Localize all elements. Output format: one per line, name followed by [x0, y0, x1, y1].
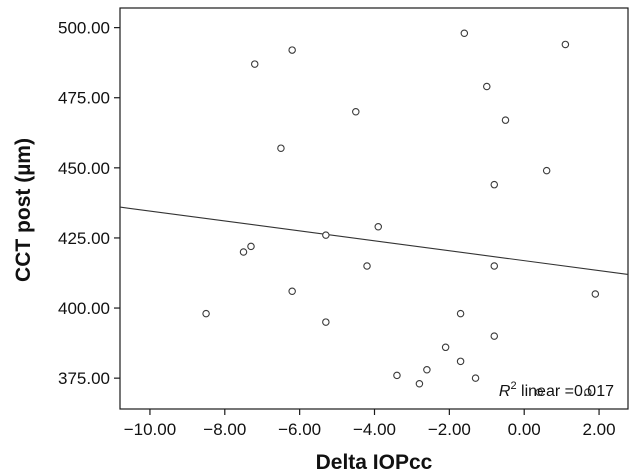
data-point — [483, 82, 491, 91]
data-point — [322, 318, 330, 326]
data-point — [239, 248, 248, 256]
data-point — [393, 371, 401, 380]
x-tick-label: −6.00 — [278, 420, 321, 439]
x-axis-title: Delta IOPcc — [316, 451, 433, 474]
x-tick-label: 0.00 — [508, 420, 541, 439]
annotation-text: linear =0.017 — [517, 383, 615, 400]
data-point — [441, 343, 450, 352]
y-tick-label: 375.00 — [58, 369, 110, 388]
axes: −10.00 −8.00 −6.00 −4.00 −2.00 0.00 2.00 375.00… — [58, 19, 616, 439]
x-tick-label: −2.00 — [428, 420, 471, 439]
x-tick-label: −4.00 — [353, 420, 396, 439]
data-point — [423, 365, 431, 374]
r-symbol: R — [499, 383, 511, 400]
data-point — [490, 332, 499, 340]
data-point — [247, 242, 255, 251]
data-point — [456, 309, 465, 318]
data-point — [415, 380, 424, 388]
data-point — [277, 144, 285, 152]
y-tick-label: 400.00 — [58, 299, 110, 318]
data-point — [490, 262, 499, 270]
data-point — [460, 29, 469, 37]
data-point — [374, 222, 382, 231]
regression-line — [119, 206, 629, 275]
data-point — [288, 287, 296, 295]
x-tick-label: −8.00 — [203, 420, 246, 439]
data-point — [490, 180, 499, 189]
y-tick-label: 500.00 — [58, 19, 110, 38]
y-tick-label: 475.00 — [58, 89, 110, 108]
r-squared-annotation: R2 linear =0.017 — [499, 380, 614, 400]
y-tick-label: 450.00 — [58, 159, 110, 178]
data-point — [561, 40, 570, 49]
data-point — [501, 116, 510, 124]
y-axis-title: CCT post (µm) — [12, 138, 35, 282]
data-point — [352, 108, 360, 116]
r-superscript: 2 — [510, 380, 516, 392]
x-tick-label: 2.00 — [583, 420, 616, 439]
data-point — [288, 46, 296, 54]
data-point — [202, 309, 210, 318]
data-point — [542, 166, 551, 175]
data-point — [535, 388, 543, 396]
plot-frame — [119, 7, 629, 410]
data-point — [250, 60, 259, 68]
x-tick-label: −10.00 — [124, 420, 176, 439]
data-point — [591, 290, 600, 298]
data-point — [456, 357, 465, 366]
data-point — [363, 262, 371, 270]
y-tick-label: 425.00 — [58, 229, 110, 248]
plot-area — [119, 7, 629, 410]
data-point — [584, 388, 592, 396]
data-point — [322, 231, 330, 239]
data-point — [471, 374, 480, 382]
